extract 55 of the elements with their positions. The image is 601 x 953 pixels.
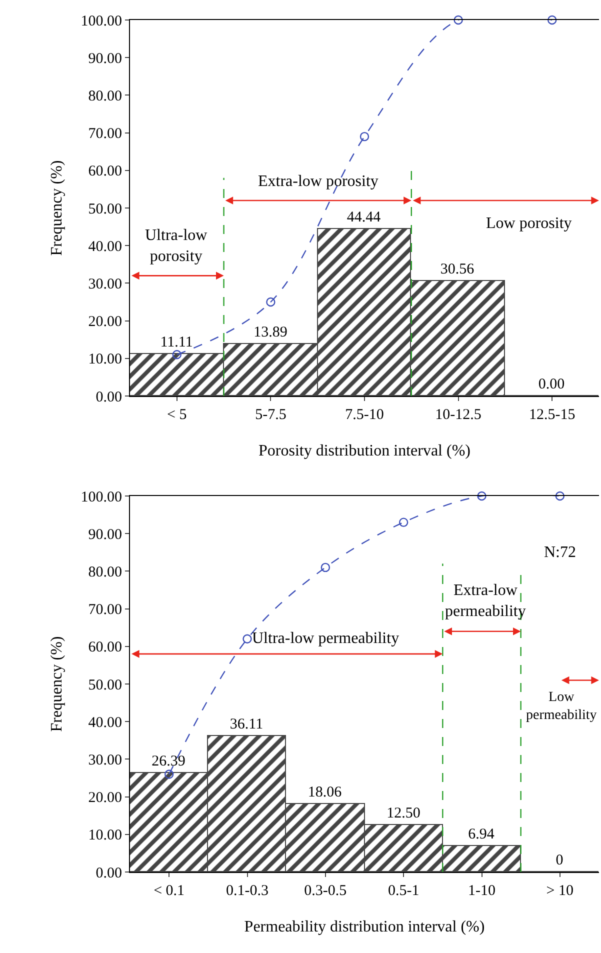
data-label: 13.89 [254,324,288,340]
y-tick-label: 20.00 [88,790,122,806]
annotation: Ultra-low porosity [145,227,208,265]
annotation: Ultra-low permeability [252,630,400,647]
data-label: 0 [556,852,564,868]
y-axis-title: Frequency (%) [48,160,66,256]
x-tick-label: < 5 [167,407,187,423]
y-tick-label: 80.00 [88,88,122,104]
annotation: Extra-low porosity [258,173,378,190]
data-label: 12.50 [386,806,420,822]
y-tick-label: 90.00 [88,50,122,67]
y-tick-label: 40.00 [88,238,122,255]
x-tick-label: 10-12.5 [435,407,482,423]
data-label: 26.39 [152,754,186,770]
x-tick-label: 0.5-1 [388,883,420,899]
y-tick-label: 50.00 [88,201,122,218]
annotation: Low porosity [486,215,572,232]
data-label: 36.11 [230,716,264,732]
y-axis-title: Frequency (%) [48,636,66,732]
data-label: 18.06 [308,784,342,800]
x-axis-title: Permeability distribution interval (%) [244,918,485,936]
y-tick-label: 40.00 [88,714,122,731]
y-tick-label: 30.00 [88,276,122,292]
y-tick-label: 100.00 [80,489,122,506]
y-tick-label: 60.00 [88,640,122,656]
x-tick-label: 1-10 [468,883,496,899]
data-label: 44.44 [346,210,382,226]
y-tick-label: 10.00 [88,828,122,844]
x-tick-label: 7.5-10 [345,407,384,423]
y-tick-label: 70.00 [88,602,122,618]
y-tick-label: 80.00 [88,564,122,580]
x-tick-label: 12.5-15 [528,407,576,423]
x-tick-label: 0.3-0.5 [304,883,347,899]
data-label: 6.94 [468,826,495,842]
y-tick-label: 20.00 [88,314,122,330]
annotation: Extra-low permeability [445,582,526,620]
y-tick-label: 70.00 [88,126,122,142]
y-tick-label: 100.00 [80,13,122,30]
y-tick-label: 50.00 [88,677,122,694]
annotation: N:72 [544,544,576,561]
x-tick-label: 0.1-0.3 [226,883,268,899]
y-tick-label: 60.00 [88,164,122,180]
x-tick-label: 5-7.5 [255,407,286,423]
y-tick-label: 90.00 [88,526,122,543]
data-label: 11.11 [160,334,193,350]
y-tick-label: 0.00 [96,865,122,882]
y-tick-label: 10.00 [88,352,122,368]
x-axis-title: Porosity distribution interval (%) [258,442,470,460]
x-tick-label: < 0.1 [154,883,185,899]
y-tick-label: 30.00 [88,752,122,768]
data-label: 30.56 [440,262,475,278]
x-tick-label: > 10 [546,883,574,899]
data-label: 0.00 [538,376,565,392]
y-tick-label: 0.00 [96,389,122,406]
annotation: Low permeability [526,690,597,724]
